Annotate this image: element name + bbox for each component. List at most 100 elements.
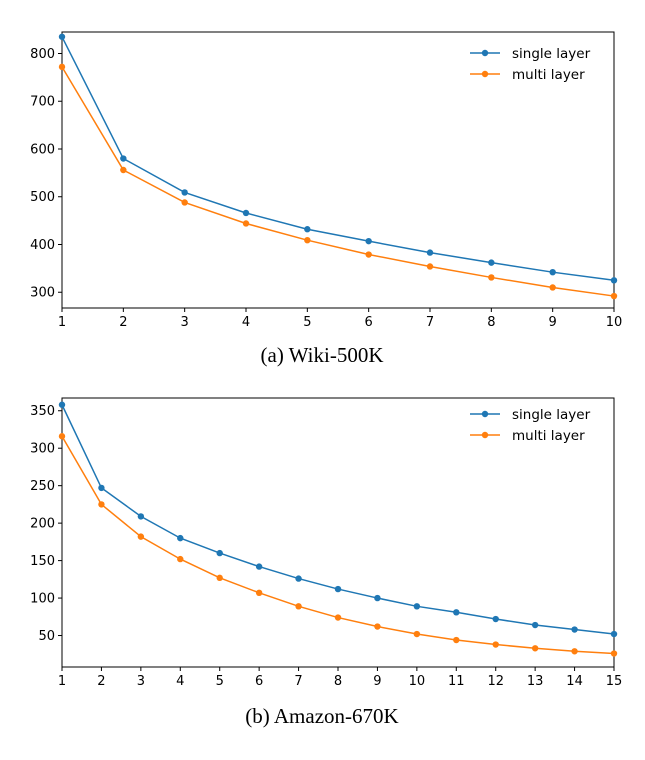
data-point: [137, 533, 145, 540]
data-point: [549, 284, 556, 291]
x-tick-label: 6: [255, 674, 263, 689]
data-point: [610, 650, 618, 657]
data-point: [426, 263, 434, 270]
y-tick-label: 300: [30, 286, 55, 301]
series-line: [61, 66, 615, 297]
x-tick-label: 8: [487, 315, 495, 330]
chart-caption: (b) Amazon-670K: [245, 704, 398, 728]
x-tick-label: 2: [119, 315, 127, 330]
x-tick-label: 8: [334, 674, 342, 689]
series-multi-layer: [58, 433, 618, 657]
data-point: [58, 433, 66, 440]
data-point: [242, 209, 250, 217]
series-line: [61, 36, 615, 282]
y-tick-label: 350: [30, 404, 55, 419]
y-tick-label: 50: [38, 629, 55, 644]
data-point: [295, 603, 302, 610]
x-tick-label: 10: [409, 674, 426, 689]
x-tick-label: 1: [58, 315, 66, 330]
plot-frame: [61, 31, 615, 309]
x-tick-label: 9: [373, 674, 381, 689]
series-line: [61, 435, 615, 655]
legend-marker: [481, 410, 489, 418]
x-tick-label: 6: [365, 315, 373, 330]
data-point: [177, 555, 184, 563]
data-point: [58, 63, 66, 71]
legend-marker: [481, 431, 489, 439]
y-tick-label: 300: [30, 442, 55, 457]
data-point: [255, 563, 263, 570]
legend: single layer multi layer: [470, 407, 591, 444]
data-point: [492, 641, 499, 648]
series-single-layer: [58, 401, 618, 638]
y-tick-label: 150: [30, 554, 55, 569]
data-point: [242, 220, 250, 227]
data-point: [374, 594, 381, 602]
data-point: [571, 648, 578, 655]
data-point: [610, 277, 618, 284]
x-tick-label: 1: [58, 674, 66, 689]
x-tick-label: 10: [606, 315, 623, 330]
data-point: [374, 623, 381, 630]
data-point: [216, 574, 223, 582]
data-point: [365, 237, 372, 245]
data-point: [531, 621, 539, 629]
y-tick-label: 600: [30, 142, 55, 157]
x-tick-label: 4: [176, 674, 184, 689]
data-point: [334, 614, 342, 621]
x-tick-label: 3: [181, 315, 189, 330]
data-point: [610, 292, 618, 300]
y-tick-label: 400: [30, 238, 55, 253]
series-multi-layer: [58, 63, 618, 300]
data-point: [137, 513, 145, 520]
data-point: [334, 585, 342, 593]
data-point: [488, 259, 495, 266]
legend: single layer multi layer: [470, 46, 591, 83]
x-tick-label: 2: [97, 674, 105, 689]
y-tick-label: 200: [30, 517, 55, 532]
series-single-layer: [58, 33, 618, 284]
y-tick-label: 500: [30, 190, 55, 205]
x-tick-label: 7: [426, 315, 434, 330]
data-point: [610, 630, 618, 638]
data-point: [426, 249, 434, 256]
x-tick-label: 5: [216, 674, 224, 689]
data-point: [98, 484, 105, 492]
data-point: [549, 268, 556, 276]
chart-a: 1 2 3 4 5 6 7 8 9 10 300 400 500 600 700 800 single laye…: [30, 31, 623, 367]
data-point: [413, 630, 421, 638]
data-point: [181, 189, 188, 196]
data-point: [304, 236, 311, 244]
x-tick-label: 14: [566, 674, 583, 689]
x-tick-label: 9: [549, 315, 557, 330]
legend-marker: [481, 70, 489, 78]
x-tick-label: 11: [448, 674, 465, 689]
data-point: [304, 226, 311, 233]
x-tick-label: 12: [487, 674, 504, 689]
data-point: [295, 575, 302, 582]
y-tick-label: 700: [30, 95, 55, 110]
data-point: [98, 501, 105, 508]
data-point: [58, 33, 66, 40]
x-tick-label: 5: [303, 315, 311, 330]
data-point: [58, 401, 66, 408]
data-point: [492, 615, 499, 623]
x-tick-label: 4: [242, 315, 250, 330]
data-point: [120, 166, 127, 174]
chart-b: 1 2 3 4 5 6 7 8 9 10 11 12 13 14 155010015020025030035…: [30, 397, 623, 728]
data-point: [531, 645, 539, 652]
x-tick-label: 7: [294, 674, 302, 689]
data-point: [413, 603, 421, 610]
x-tick-label: 15: [606, 674, 623, 689]
y-tick-label: 100: [30, 592, 55, 607]
data-point: [120, 155, 127, 162]
chart-caption: (a) Wiki-500K: [261, 343, 384, 367]
x-tick-label: 3: [137, 674, 145, 689]
data-point: [365, 251, 372, 258]
data-point: [488, 274, 495, 281]
legend-label: multi layer: [512, 428, 585, 444]
y-tick-label: 250: [30, 479, 55, 494]
y-tick-label: 800: [30, 47, 55, 62]
data-point: [177, 534, 184, 542]
